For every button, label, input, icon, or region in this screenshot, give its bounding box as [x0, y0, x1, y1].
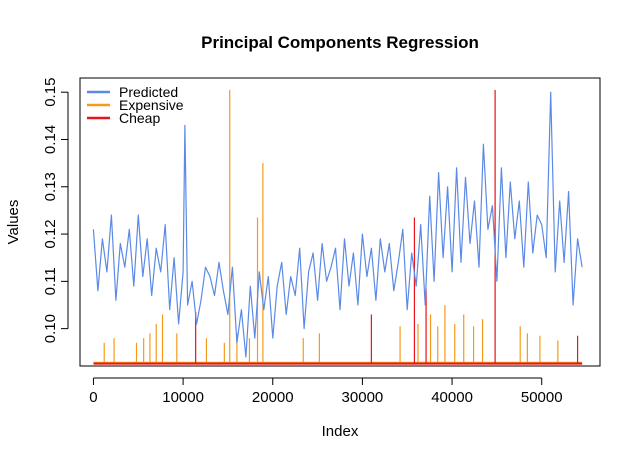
x-tick-label: 20000: [252, 389, 294, 406]
y-tick-label: 0.10: [42, 314, 59, 343]
x-tick-label: 10000: [162, 389, 204, 406]
legend-label: Cheap: [119, 110, 160, 126]
y-tick-label: 0.12: [42, 219, 59, 248]
series-cheap: [93, 89, 583, 365]
y-tick-label: 0.15: [42, 78, 59, 107]
x-axis: 0 10000 20000 30000 40000 50000: [89, 377, 563, 406]
y-axis-label: Values: [5, 200, 22, 245]
x-tick-label: 30000: [342, 389, 384, 406]
series-layer: [92, 89, 583, 365]
y-tick-label: 0.14: [42, 125, 59, 154]
predicted-line: [92, 91, 583, 358]
legend-label: Predicted: [119, 84, 178, 100]
legend-label: Expensive: [119, 97, 184, 113]
y-tick-label: 0.13: [42, 172, 59, 201]
plot-frame: [79, 77, 601, 367]
y-axis: 0.10 0.11 0.12 0.13 0.14 0.15: [42, 78, 69, 343]
x-axis-label: Index: [322, 423, 359, 440]
x-tick-label: 40000: [431, 389, 473, 406]
x-tick-label: 0: [89, 389, 97, 406]
chart-title: Principal Components Regression: [201, 33, 479, 52]
y-tick-label: 0.11: [42, 267, 59, 295]
series-expensive: [93, 89, 583, 364]
x-tick-label: 50000: [521, 389, 563, 406]
series-predicted: [92, 91, 583, 358]
